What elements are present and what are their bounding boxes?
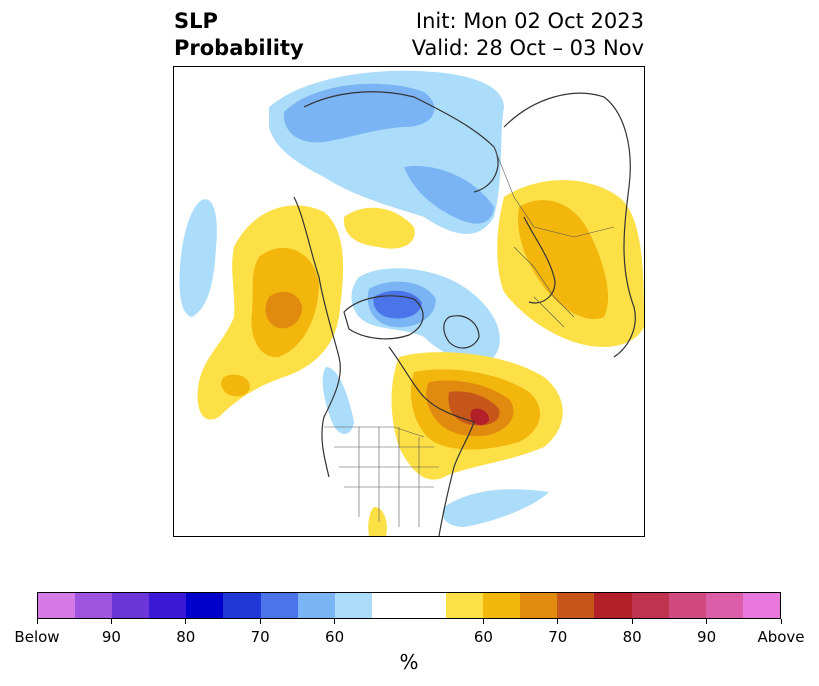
colorbar-tickmark	[631, 619, 633, 624]
title-product: Probability	[174, 36, 304, 60]
colorbar-segment	[668, 593, 706, 618]
title-variable: SLP	[174, 9, 218, 33]
coastline-north-america-east	[388, 346, 475, 536]
colorbar-tickmark	[780, 619, 782, 624]
below-region-siberia-mid	[404, 166, 494, 224]
colorbar-segment	[742, 593, 780, 618]
below-region-north-pacific	[179, 199, 217, 317]
colorbar-tick-label: 60	[325, 628, 345, 646]
colorbar-tickmark	[334, 619, 336, 624]
border-europe	[513, 246, 575, 328]
coastline-scandinavia	[523, 216, 556, 304]
colorbar-segment	[557, 593, 595, 618]
init-date: Init: Mon 02 Oct 2023	[415, 9, 644, 33]
colorbar-segment	[705, 593, 743, 618]
coastlines	[293, 91, 636, 536]
above-region-southeast	[368, 507, 387, 536]
border-us-states-2	[358, 427, 420, 527]
coastline-north-america-west	[293, 196, 341, 478]
border-us-canada	[324, 426, 425, 438]
colorbar-tick-label: 80	[622, 628, 642, 646]
colorbar-tick-label: 70	[548, 628, 568, 646]
below-region-atlantic	[442, 489, 549, 527]
colorbar-segment	[186, 593, 224, 618]
below-region-west-us	[322, 367, 354, 435]
colorbar-segment	[334, 593, 372, 618]
colorbar-segment	[75, 593, 113, 618]
colorbar-segment	[408, 593, 447, 618]
above-normal-regions	[197, 180, 644, 536]
coastline-greenland	[343, 295, 424, 340]
colorbar-tick-label: 60	[473, 628, 493, 646]
above-region-east-na-core	[470, 408, 490, 426]
colorbar-tickmark	[110, 619, 112, 624]
colorbar-tickmark	[557, 619, 559, 624]
colorbar-segment	[483, 593, 521, 618]
colorbar-segment	[223, 593, 261, 618]
above-region-eurasia-mid	[518, 200, 609, 319]
above-region-alaska-core	[265, 291, 302, 329]
colorbar-tickmark	[706, 619, 708, 624]
probability-map	[179, 70, 644, 536]
map-title-right: Init: Mon 02 Oct 2023 Valid: 28 Oct – 03…	[412, 8, 644, 62]
below-normal-regions	[179, 70, 549, 527]
valid-period: Valid: 28 Oct – 03 Nov	[411, 36, 644, 60]
map-panel	[173, 66, 645, 537]
colorbar-tick-label: 90	[697, 628, 717, 646]
colorbar-segment	[446, 593, 484, 618]
colorbar-tick-label: Below	[14, 628, 60, 646]
colorbar-segment	[149, 593, 187, 618]
coastline-arctic-islands	[303, 91, 499, 193]
colorbar-segment	[631, 593, 669, 618]
colorbar-segment	[297, 593, 335, 618]
coastline-hudson-bay	[443, 315, 480, 349]
probability-colorbar	[37, 592, 781, 619]
coastline-eurasia	[503, 92, 636, 358]
colorbar-tickmark	[482, 619, 484, 624]
colorbar-segment	[371, 593, 409, 618]
colorbar-tickmark	[259, 619, 261, 624]
colorbar-segment	[260, 593, 298, 618]
colorbar-tick-label: Above	[757, 628, 805, 646]
colorbar-segment	[38, 593, 76, 618]
colorbar-tick-label: 90	[101, 628, 121, 646]
colorbar-segment	[112, 593, 150, 618]
colorbar-tick-label: 70	[250, 628, 270, 646]
above-region-beaufort	[343, 207, 415, 249]
below-region-arctic-mid	[283, 83, 435, 143]
colorbar-tick-label: 80	[176, 628, 196, 646]
colorbar-segment	[520, 593, 558, 618]
colorbar-segment	[594, 593, 632, 618]
above-region-pacific-cell	[221, 374, 250, 397]
border-russia	[493, 146, 615, 238]
colorbar-tickmark	[185, 619, 187, 624]
colorbar-tickmark	[36, 619, 38, 624]
colorbar-unit: %	[399, 650, 419, 674]
country-borders	[324, 146, 615, 527]
map-title-left: SLP Probability	[174, 8, 304, 62]
